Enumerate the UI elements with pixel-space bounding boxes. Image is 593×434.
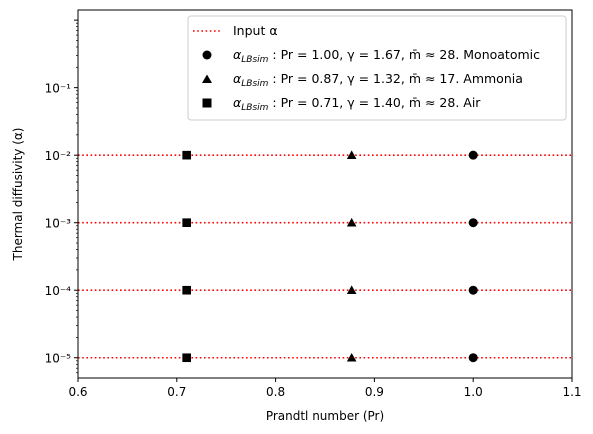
x-axis-label: Prandtl number (Pr) xyxy=(266,409,384,423)
legend-triangle-marker-icon xyxy=(202,74,212,83)
point-air xyxy=(182,150,191,160)
y-tick-label: 10⁻⁴ xyxy=(45,284,72,298)
x-tick-label: 0.7 xyxy=(167,385,186,399)
legend-entry-ammonia: αLBsim : Pr = 0.87, γ = 1.32, m̄ ≈ 17. A… xyxy=(233,71,523,89)
point-air xyxy=(182,218,191,227)
plot-frame xyxy=(77,9,573,379)
y-axis-label: Thermal diffusivity (α) xyxy=(11,128,25,262)
legend: Input α αLBsim : Pr = 1.00, γ = 1.67, m̄… xyxy=(187,15,567,121)
point-monoatomic xyxy=(468,353,478,363)
y-tick-label: 10⁻³ xyxy=(45,217,72,231)
legend-box xyxy=(187,15,567,121)
x-tick-label: 0.8 xyxy=(266,385,285,399)
x-tick-label: 0.6 xyxy=(68,385,87,399)
reference-lines xyxy=(78,154,572,359)
x-tick-label: 0.9 xyxy=(365,385,384,399)
y-tick-label: 10⁻² xyxy=(45,149,72,163)
y-tick-label: 10⁻⁵ xyxy=(45,352,72,366)
legend-circle-marker-icon xyxy=(202,50,212,60)
legend-entry-monoatomic: αLBsim : Pr = 1.00, γ = 1.67, m̄ ≈ 28. M… xyxy=(233,47,540,65)
point-monoatomic xyxy=(468,150,478,160)
point-ammonia xyxy=(346,217,357,227)
point-ammonia xyxy=(346,150,357,159)
point-monoatomic xyxy=(468,285,478,295)
legend-input-label: Input α xyxy=(233,23,278,38)
legend-entry-air: αLBsim : Pr = 0.71, γ = 1.40, m̄ ≈ 28. A… xyxy=(233,95,481,113)
point-monoatomic xyxy=(468,218,478,228)
x-tick-label: 1.0 xyxy=(464,385,483,399)
point-air xyxy=(182,353,191,363)
y-axis-ticks: 10⁻⁵ 10⁻⁴ 10⁻³ 10⁻² 10⁻¹ xyxy=(45,19,78,374)
point-ammonia xyxy=(346,352,357,362)
x-axis-ticks: 0.6 0.7 0.8 0.9 1.0 1.1 xyxy=(68,378,582,399)
x-tick-label: 1.1 xyxy=(562,385,581,399)
point-air xyxy=(182,285,191,295)
y-tick-label: 10⁻¹ xyxy=(45,82,72,96)
point-ammonia xyxy=(346,285,357,295)
legend-square-marker-icon xyxy=(202,98,212,108)
data-points xyxy=(182,150,478,363)
